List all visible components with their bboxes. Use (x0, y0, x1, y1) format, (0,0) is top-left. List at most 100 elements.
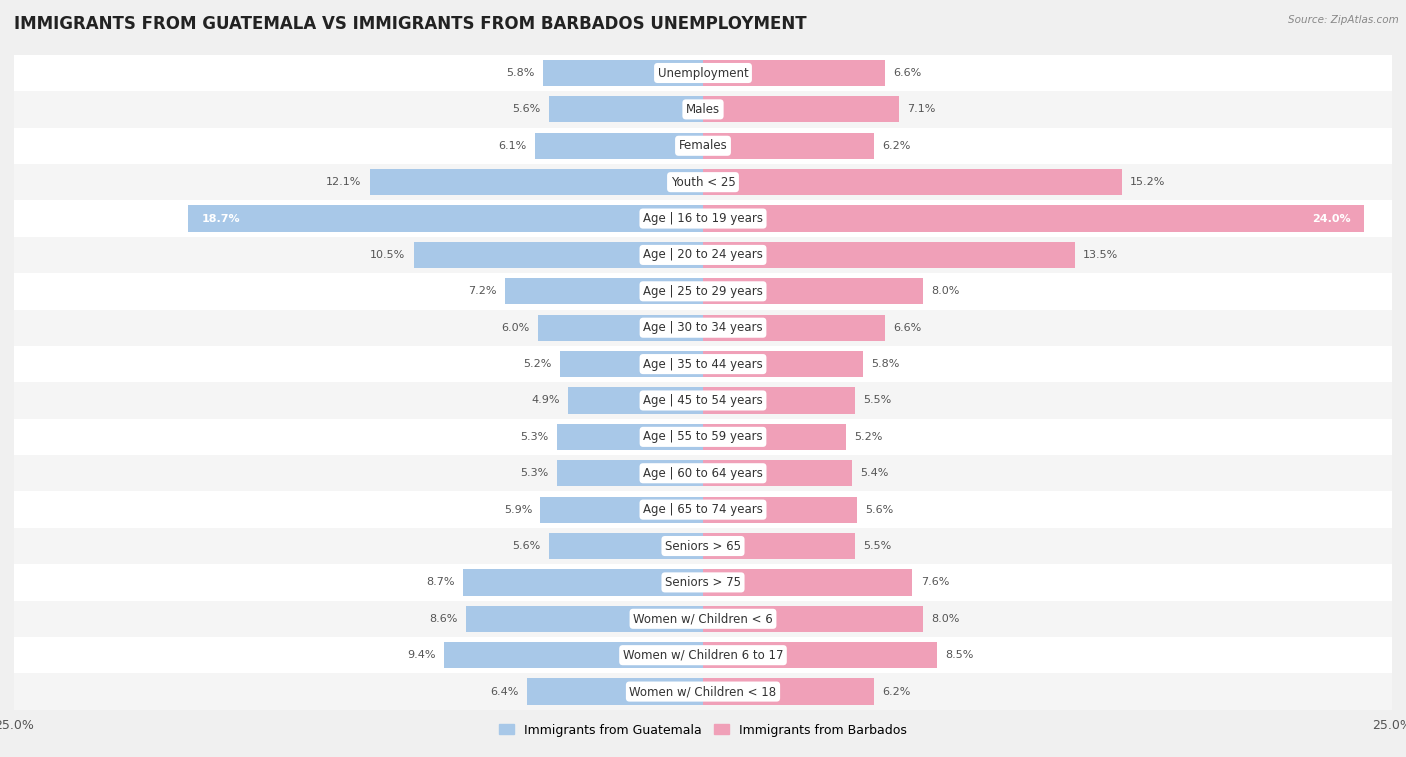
Text: Age | 30 to 34 years: Age | 30 to 34 years (643, 321, 763, 334)
Bar (703, 241, 1076, 268)
Bar (540, 497, 703, 523)
Text: 5.6%: 5.6% (866, 505, 894, 515)
Text: 18.7%: 18.7% (201, 213, 240, 223)
Text: Women w/ Children < 18: Women w/ Children < 18 (630, 685, 776, 698)
Text: 24.0%: 24.0% (1312, 213, 1351, 223)
Bar (14, 674, 1392, 710)
Bar (703, 533, 855, 559)
Text: Females: Females (679, 139, 727, 152)
Text: Women w/ Children < 6: Women w/ Children < 6 (633, 612, 773, 625)
Text: 10.5%: 10.5% (370, 250, 405, 260)
Legend: Immigrants from Guatemala, Immigrants from Barbados: Immigrants from Guatemala, Immigrants fr… (494, 718, 912, 742)
Text: 13.5%: 13.5% (1083, 250, 1119, 260)
Text: Age | 20 to 24 years: Age | 20 to 24 years (643, 248, 763, 261)
Bar (703, 315, 884, 341)
Text: 8.0%: 8.0% (932, 286, 960, 296)
Bar (534, 132, 703, 159)
Text: Seniors > 65: Seniors > 65 (665, 540, 741, 553)
Bar (543, 60, 703, 86)
Text: Males: Males (686, 103, 720, 116)
Text: 12.1%: 12.1% (326, 177, 361, 187)
Text: Age | 60 to 64 years: Age | 60 to 64 years (643, 467, 763, 480)
Text: 5.8%: 5.8% (506, 68, 534, 78)
Text: Age | 65 to 74 years: Age | 65 to 74 years (643, 503, 763, 516)
Bar (557, 460, 703, 486)
Text: 6.6%: 6.6% (893, 68, 921, 78)
Bar (14, 55, 1392, 91)
Bar (703, 351, 863, 377)
Bar (703, 205, 1364, 232)
Bar (413, 241, 703, 268)
Bar (14, 91, 1392, 128)
Bar (14, 346, 1392, 382)
Bar (548, 533, 703, 559)
Bar (187, 205, 703, 232)
Bar (14, 491, 1392, 528)
Bar (537, 315, 703, 341)
Bar (14, 528, 1392, 564)
Text: 4.9%: 4.9% (531, 395, 560, 406)
Text: Age | 45 to 54 years: Age | 45 to 54 years (643, 394, 763, 407)
Text: 8.6%: 8.6% (429, 614, 458, 624)
Bar (703, 96, 898, 123)
Bar (703, 424, 846, 450)
Text: 8.5%: 8.5% (945, 650, 974, 660)
Bar (568, 388, 703, 413)
Text: IMMIGRANTS FROM GUATEMALA VS IMMIGRANTS FROM BARBADOS UNEMPLOYMENT: IMMIGRANTS FROM GUATEMALA VS IMMIGRANTS … (14, 15, 807, 33)
Bar (14, 128, 1392, 164)
Text: 6.6%: 6.6% (893, 322, 921, 333)
Text: 5.3%: 5.3% (520, 469, 548, 478)
Text: 7.6%: 7.6% (921, 578, 949, 587)
Text: 5.2%: 5.2% (523, 359, 551, 369)
Text: Women w/ Children 6 to 17: Women w/ Children 6 to 17 (623, 649, 783, 662)
Bar (14, 637, 1392, 674)
Bar (14, 600, 1392, 637)
Bar (14, 201, 1392, 237)
Bar (463, 569, 703, 596)
Text: 5.2%: 5.2% (855, 431, 883, 442)
Text: 5.4%: 5.4% (860, 469, 889, 478)
Text: Source: ZipAtlas.com: Source: ZipAtlas.com (1288, 15, 1399, 25)
Bar (370, 169, 703, 195)
Bar (703, 388, 855, 413)
Bar (14, 273, 1392, 310)
Text: Age | 35 to 44 years: Age | 35 to 44 years (643, 357, 763, 371)
Text: 5.8%: 5.8% (872, 359, 900, 369)
Bar (14, 164, 1392, 201)
Bar (14, 310, 1392, 346)
Text: 6.1%: 6.1% (498, 141, 527, 151)
Text: 9.4%: 9.4% (408, 650, 436, 660)
Bar (14, 237, 1392, 273)
Text: 6.0%: 6.0% (501, 322, 530, 333)
Bar (465, 606, 703, 632)
Bar (703, 497, 858, 523)
Bar (703, 169, 1122, 195)
Text: 7.1%: 7.1% (907, 104, 935, 114)
Text: 5.5%: 5.5% (863, 541, 891, 551)
Bar (14, 455, 1392, 491)
Bar (703, 642, 938, 668)
Text: 6.2%: 6.2% (882, 687, 911, 696)
Bar (444, 642, 703, 668)
Text: 5.6%: 5.6% (512, 104, 540, 114)
Bar (703, 678, 875, 705)
Bar (505, 279, 703, 304)
Text: Unemployment: Unemployment (658, 67, 748, 79)
Bar (548, 96, 703, 123)
Bar (527, 678, 703, 705)
Bar (703, 132, 875, 159)
Text: 5.9%: 5.9% (503, 505, 531, 515)
Text: Age | 16 to 19 years: Age | 16 to 19 years (643, 212, 763, 225)
Text: Seniors > 75: Seniors > 75 (665, 576, 741, 589)
Bar (14, 419, 1392, 455)
Text: 6.4%: 6.4% (489, 687, 519, 696)
Bar (703, 279, 924, 304)
Bar (703, 569, 912, 596)
Bar (560, 351, 703, 377)
Bar (14, 564, 1392, 600)
Text: 5.3%: 5.3% (520, 431, 548, 442)
Text: 8.0%: 8.0% (932, 614, 960, 624)
Text: 7.2%: 7.2% (468, 286, 496, 296)
Text: 5.6%: 5.6% (512, 541, 540, 551)
Text: 5.5%: 5.5% (863, 395, 891, 406)
